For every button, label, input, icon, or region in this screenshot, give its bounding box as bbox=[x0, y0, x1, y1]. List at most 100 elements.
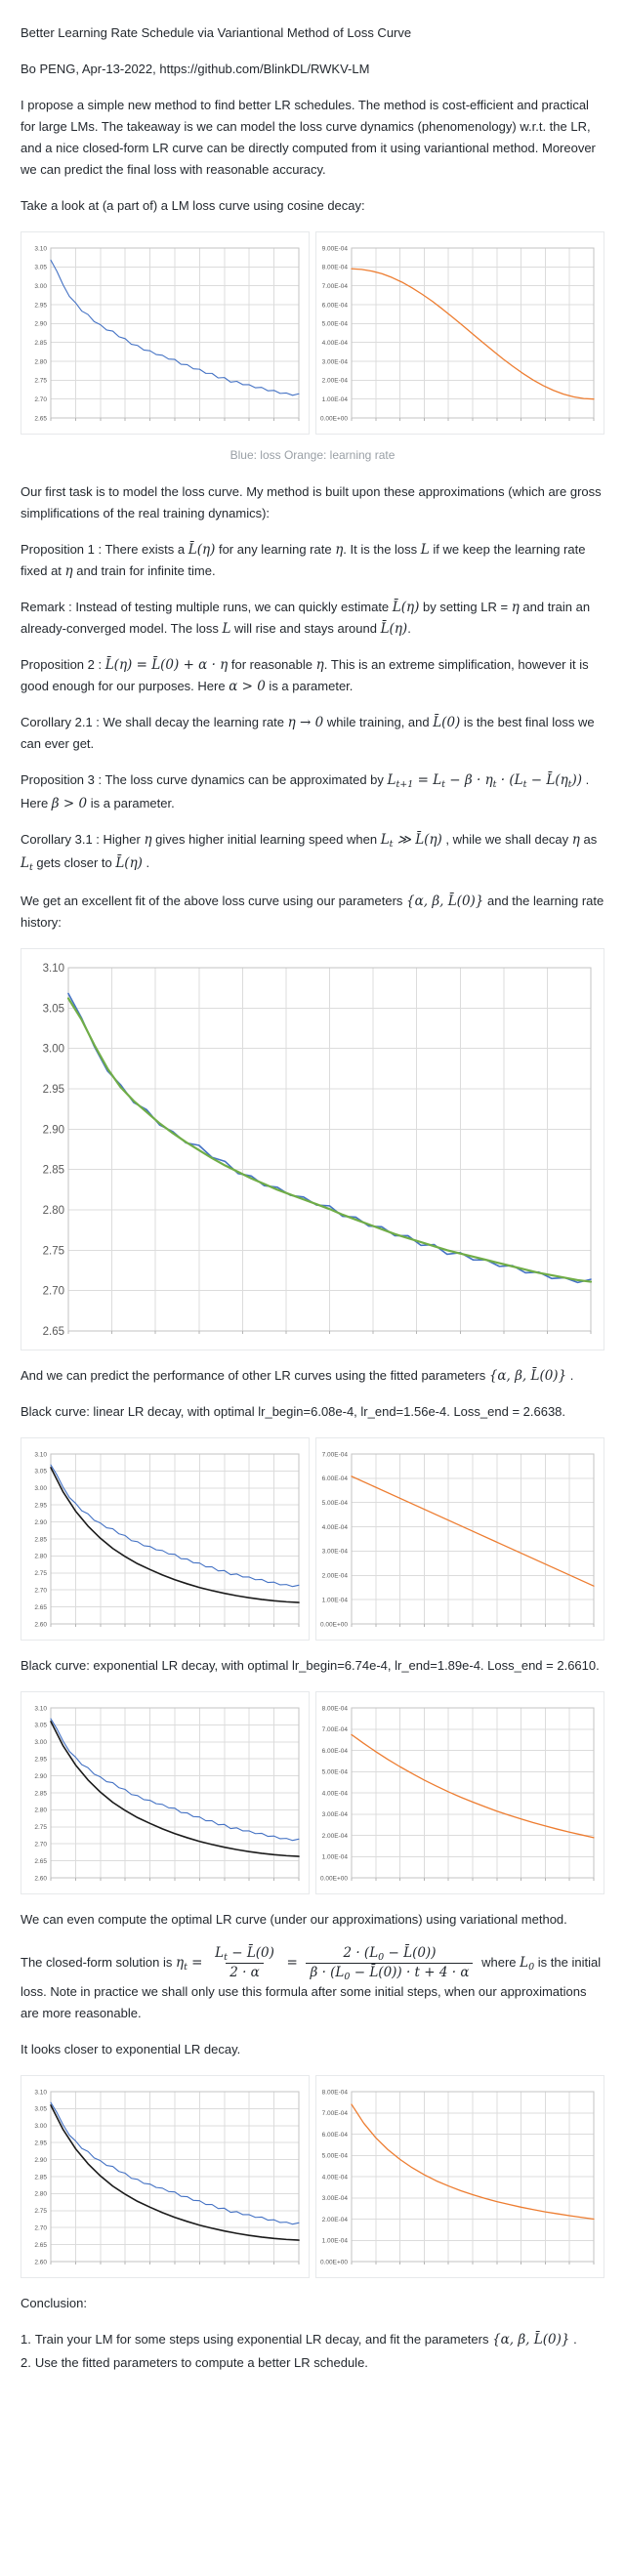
svg-text:0.00E+00: 0.00E+00 bbox=[320, 1875, 348, 1882]
svg-text:3.10: 3.10 bbox=[34, 245, 47, 252]
svg-text:2.85: 2.85 bbox=[43, 1165, 64, 1177]
paragraph-first-task: Our first task is to model the loss curv… bbox=[21, 484, 602, 520]
paragraph-intro: I propose a simple new method to find be… bbox=[21, 98, 596, 177]
model-fit-chart: 3.10 3.05 3.00 2.95 2.90 2.85 2.80 2.75 2.70 2.65 bbox=[25, 961, 596, 1340]
figure-model-fit: 3.10 3.05 3.00 2.95 2.90 2.85 2.80 2.75 2.70 2.65 bbox=[21, 948, 604, 1350]
svg-text:2.60: 2.60 bbox=[34, 1875, 47, 1882]
svg-text:3.05: 3.05 bbox=[34, 1723, 47, 1729]
lr-linear-chart: 7.00E-04 6.00E-04 5.00E-04 4.00E-04 3.00E-04… bbox=[319, 1447, 599, 1633]
chart-box-loss-exp: 3.10 3.05 3.00 2.95 2.90 2.85 2.80 2.75 2.70 2.65… bbox=[21, 1691, 310, 1894]
svg-text:6.00E-04: 6.00E-04 bbox=[322, 1748, 349, 1755]
svg-text:2.60: 2.60 bbox=[34, 2259, 47, 2265]
chart-box-lr-cosine: 9.00E-04 8.00E-04 7.00E-04 6.00E-04 5.00E-04… bbox=[315, 231, 604, 435]
loss-optimal-chart: 3.10 3.05 3.00 2.95 2.90 2.85 2.80 2.75 2.70 2.65… bbox=[24, 2085, 304, 2270]
paragraph-remark: Remark : Instead of testing multiple run… bbox=[21, 600, 591, 637]
svg-text:2.65: 2.65 bbox=[43, 1326, 64, 1338]
svg-text:3.10: 3.10 bbox=[34, 1705, 47, 1712]
lr-cosine-chart: 9.00E-04 8.00E-04 7.00E-04 6.00E-04 5.00E-04… bbox=[319, 241, 599, 427]
svg-text:7.00E-04: 7.00E-04 bbox=[322, 283, 349, 290]
paragraph-proposition-1: Proposition 1 : There exists a L̄(η) for… bbox=[21, 542, 586, 579]
svg-text:2.75: 2.75 bbox=[34, 1824, 47, 1831]
svg-text:2.60: 2.60 bbox=[34, 1621, 47, 1628]
fraction-1-numerator: Lt − L̄(0) bbox=[215, 1945, 274, 1963]
svg-text:2.80: 2.80 bbox=[34, 358, 47, 365]
svg-text:5.00E-04: 5.00E-04 bbox=[322, 321, 349, 328]
figure-caption: Blue: loss Orange: learning rate bbox=[229, 448, 396, 462]
svg-text:2.70: 2.70 bbox=[34, 2224, 47, 2231]
figure-linear-decay: 3.10 3.05 3.00 2.95 2.90 2.85 2.80 2.75 2.70 2.65… bbox=[21, 1437, 604, 1641]
svg-text:0.00E+00: 0.00E+00 bbox=[320, 415, 348, 422]
conclusion-item-2-number: 2. bbox=[21, 2354, 31, 2370]
fraction-2-denominator: β · (L0 − L̄(0)) · t + 4 · α bbox=[306, 1962, 474, 1982]
svg-text:3.00: 3.00 bbox=[34, 2123, 47, 2130]
conclusion-item-1-text: Train your LM for some steps using expon… bbox=[34, 2331, 577, 2347]
conclusion-item-1: 1. Train your LM for some steps using exp… bbox=[21, 2329, 604, 2350]
formula-fraction-1: Lt − L̄(0) 2 · α bbox=[211, 1945, 278, 1981]
svg-text:2.85: 2.85 bbox=[34, 2174, 47, 2181]
svg-text:3.00E-04: 3.00E-04 bbox=[322, 1549, 349, 1556]
figure-exp-decay: 3.10 3.05 3.00 2.95 2.90 2.85 2.80 2.75 2.70 2.65… bbox=[21, 1691, 604, 1894]
svg-text:2.95: 2.95 bbox=[34, 2140, 47, 2146]
svg-text:5.00E-04: 5.00E-04 bbox=[322, 1769, 349, 1776]
svg-text:7.00E-04: 7.00E-04 bbox=[322, 2110, 349, 2117]
svg-text:2.85: 2.85 bbox=[34, 1536, 47, 1543]
svg-text:3.00: 3.00 bbox=[34, 1739, 47, 1746]
svg-text:2.95: 2.95 bbox=[43, 1084, 64, 1096]
loss-cosine-chart: 3.10 3.05 3.00 2.95 2.90 2.85 2.80 2.75 2.70 2.65 bbox=[24, 241, 304, 427]
paragraph-predict: And we can predict the performance of ot… bbox=[21, 1368, 574, 1384]
svg-text:2.90: 2.90 bbox=[34, 1773, 47, 1780]
page-title: Better Learning Rate Schedule via Varian… bbox=[21, 25, 412, 40]
paragraph-closer: It looks closer to exponential LR decay. bbox=[21, 2041, 241, 2057]
conclusion-heading: Conclusion: bbox=[21, 2295, 87, 2310]
lr-exp-chart: 8.00E-04 7.00E-04 6.00E-04 5.00E-04 4.00E-04… bbox=[319, 1701, 599, 1887]
svg-text:5.00E-04: 5.00E-04 bbox=[322, 1500, 349, 1507]
svg-text:6.00E-04: 6.00E-04 bbox=[322, 2132, 349, 2139]
svg-text:2.90: 2.90 bbox=[34, 1519, 47, 1526]
svg-text:2.00E-04: 2.00E-04 bbox=[322, 2217, 349, 2223]
formula-lhs: ηt = bbox=[175, 1954, 203, 1973]
formula-l0: L0 bbox=[520, 1954, 535, 1973]
paragraph-corollary-3-1: Corollary 3.1 : Higher η gives higher in… bbox=[21, 832, 598, 873]
svg-text:1.00E-04: 1.00E-04 bbox=[322, 2237, 349, 2244]
paragraph-proposition-2: Proposition 2 : L̄(η) = L̄(0) + α · η fo… bbox=[21, 657, 589, 694]
svg-text:8.00E-04: 8.00E-04 bbox=[322, 2089, 349, 2096]
svg-text:2.95: 2.95 bbox=[34, 1502, 47, 1509]
svg-text:2.85: 2.85 bbox=[34, 340, 47, 347]
svg-text:1.00E-04: 1.00E-04 bbox=[322, 396, 349, 403]
fraction-2-numerator: 2 · (L0 − L̄(0)) bbox=[343, 1945, 437, 1963]
svg-text:2.95: 2.95 bbox=[34, 1756, 47, 1763]
svg-text:2.65: 2.65 bbox=[34, 2242, 47, 2249]
svg-text:3.05: 3.05 bbox=[34, 2105, 47, 2112]
loss-exp-chart: 3.10 3.05 3.00 2.95 2.90 2.85 2.80 2.75 2.70 2.65… bbox=[24, 1701, 304, 1887]
svg-text:3.10: 3.10 bbox=[43, 963, 64, 975]
figure-optimal-lr: 3.10 3.05 3.00 2.95 2.90 2.85 2.80 2.75 2.70 2.65… bbox=[21, 2074, 604, 2278]
svg-text:0.00E+00: 0.00E+00 bbox=[320, 2259, 348, 2265]
paragraph-take-look: Take a look at (a part of) a LM loss cur… bbox=[21, 198, 365, 213]
svg-text:3.00E-04: 3.00E-04 bbox=[322, 1811, 349, 1818]
svg-text:2.65: 2.65 bbox=[34, 1604, 47, 1611]
paragraph-exp-decay: Black curve: exponential LR decay, with … bbox=[21, 1658, 600, 1673]
svg-text:2.75: 2.75 bbox=[43, 1245, 64, 1257]
document: Better Learning Rate Schedule via Varian… bbox=[21, 25, 604, 2370]
paragraph-variational: We can even compute the optimal LR curve… bbox=[21, 1912, 567, 1927]
chart-box-loss-cosine: 3.10 3.05 3.00 2.95 2.90 2.85 2.80 2.75 2.70 2.65 bbox=[21, 231, 310, 435]
svg-text:2.70: 2.70 bbox=[34, 1841, 47, 1848]
svg-text:2.90: 2.90 bbox=[34, 2157, 47, 2164]
svg-text:4.00E-04: 4.00E-04 bbox=[322, 1524, 349, 1531]
formula-lead: The closed-form solution is bbox=[21, 1954, 173, 1970]
svg-text:2.75: 2.75 bbox=[34, 1570, 47, 1577]
svg-text:3.00: 3.00 bbox=[34, 283, 47, 290]
svg-text:2.70: 2.70 bbox=[34, 396, 47, 403]
fraction-1-denominator: 2 · α bbox=[226, 1962, 264, 1981]
paragraph-corollary-2-1: Corollary 2.1 : We shall decay the learn… bbox=[21, 715, 595, 751]
svg-text:2.00E-04: 2.00E-04 bbox=[322, 1833, 349, 1840]
svg-text:2.75: 2.75 bbox=[34, 2208, 47, 2215]
svg-text:2.90: 2.90 bbox=[43, 1124, 64, 1136]
svg-text:3.10: 3.10 bbox=[34, 2089, 47, 2096]
conclusion-item-1-number: 1. bbox=[21, 2331, 31, 2347]
svg-text:6.00E-04: 6.00E-04 bbox=[322, 302, 349, 309]
svg-text:4.00E-04: 4.00E-04 bbox=[322, 2174, 349, 2181]
svg-text:1.00E-04: 1.00E-04 bbox=[322, 1854, 349, 1861]
figure-cosine-run: 3.10 3.05 3.00 2.95 2.90 2.85 2.80 2.75 2.70 2.65… bbox=[21, 231, 604, 435]
paragraph-closed-form: The closed-form solution is ηt = Lt − L̄… bbox=[21, 1945, 604, 2024]
